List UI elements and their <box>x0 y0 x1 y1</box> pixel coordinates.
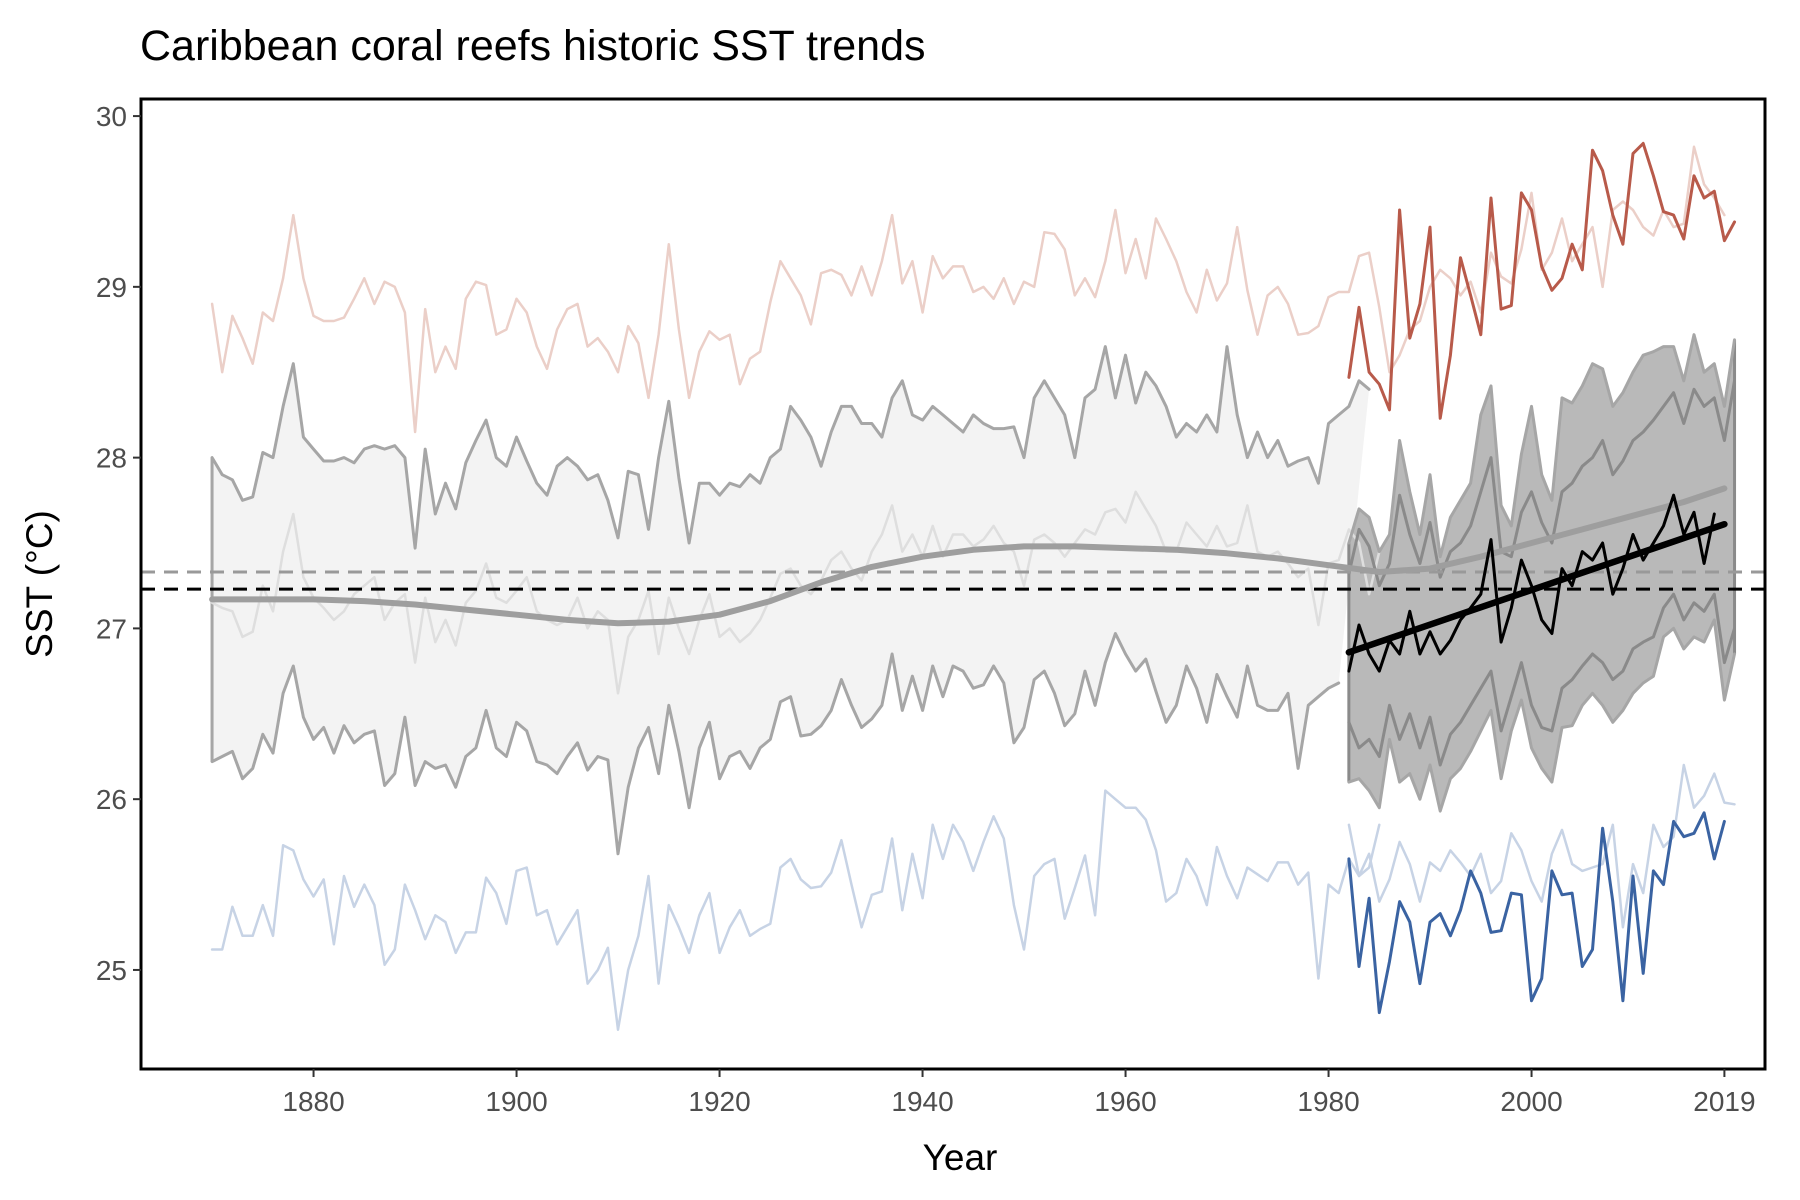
series-mean-recent <box>1347 493 1716 673</box>
y-tick-label: 25 <box>96 955 127 986</box>
plot-area <box>141 141 1765 1031</box>
series-max-historic <box>210 145 1726 434</box>
linear-trend-line <box>1345 520 1728 656</box>
chart-title: Caribbean coral reefs historic SST trend… <box>140 22 926 70</box>
series-inner-lower <box>1347 592 1736 767</box>
y-tick-label: 29 <box>96 272 127 303</box>
series-max-recent <box>1347 141 1736 420</box>
band-recent <box>1348 334 1735 812</box>
x-axis: 1880 1900 1920 1940 1960 1980 2000 2019 <box>282 1069 1756 1117</box>
series-envelope-lower <box>210 632 1341 856</box>
series-min-recent <box>1347 811 1726 1015</box>
x-tick-label: 1960 <box>1094 1086 1156 1117</box>
y-tick-label: 26 <box>96 784 127 815</box>
series-recent-upper <box>1347 333 1736 559</box>
y-tick-label: 30 <box>96 101 127 132</box>
y-axis-title: SST (°C) <box>19 510 60 658</box>
x-tick-label: 1880 <box>282 1086 344 1117</box>
series-min-historic <box>210 789 1381 1031</box>
x-tick-label: 1920 <box>688 1086 750 1117</box>
y-tick-label: 28 <box>96 443 127 474</box>
smooth-trend-line <box>209 485 1728 627</box>
x-tick-label: 2019 <box>1693 1086 1755 1117</box>
series-recent-lower <box>1347 618 1736 813</box>
x-tick-label: 1980 <box>1297 1086 1359 1117</box>
x-axis-title: Year <box>923 1137 998 1178</box>
x-tick-label: 1940 <box>891 1086 953 1117</box>
y-tick-label: 27 <box>96 613 127 644</box>
series-inner-upper <box>1347 379 1736 588</box>
plot-frame <box>139 97 1767 1071</box>
x-tick-label: 2000 <box>1500 1086 1562 1117</box>
series-envelope-upper <box>210 345 1371 550</box>
y-axis: 25 26 27 28 29 30 <box>96 101 141 986</box>
band-historic <box>212 346 1370 854</box>
x-tick-label: 1900 <box>485 1086 547 1117</box>
